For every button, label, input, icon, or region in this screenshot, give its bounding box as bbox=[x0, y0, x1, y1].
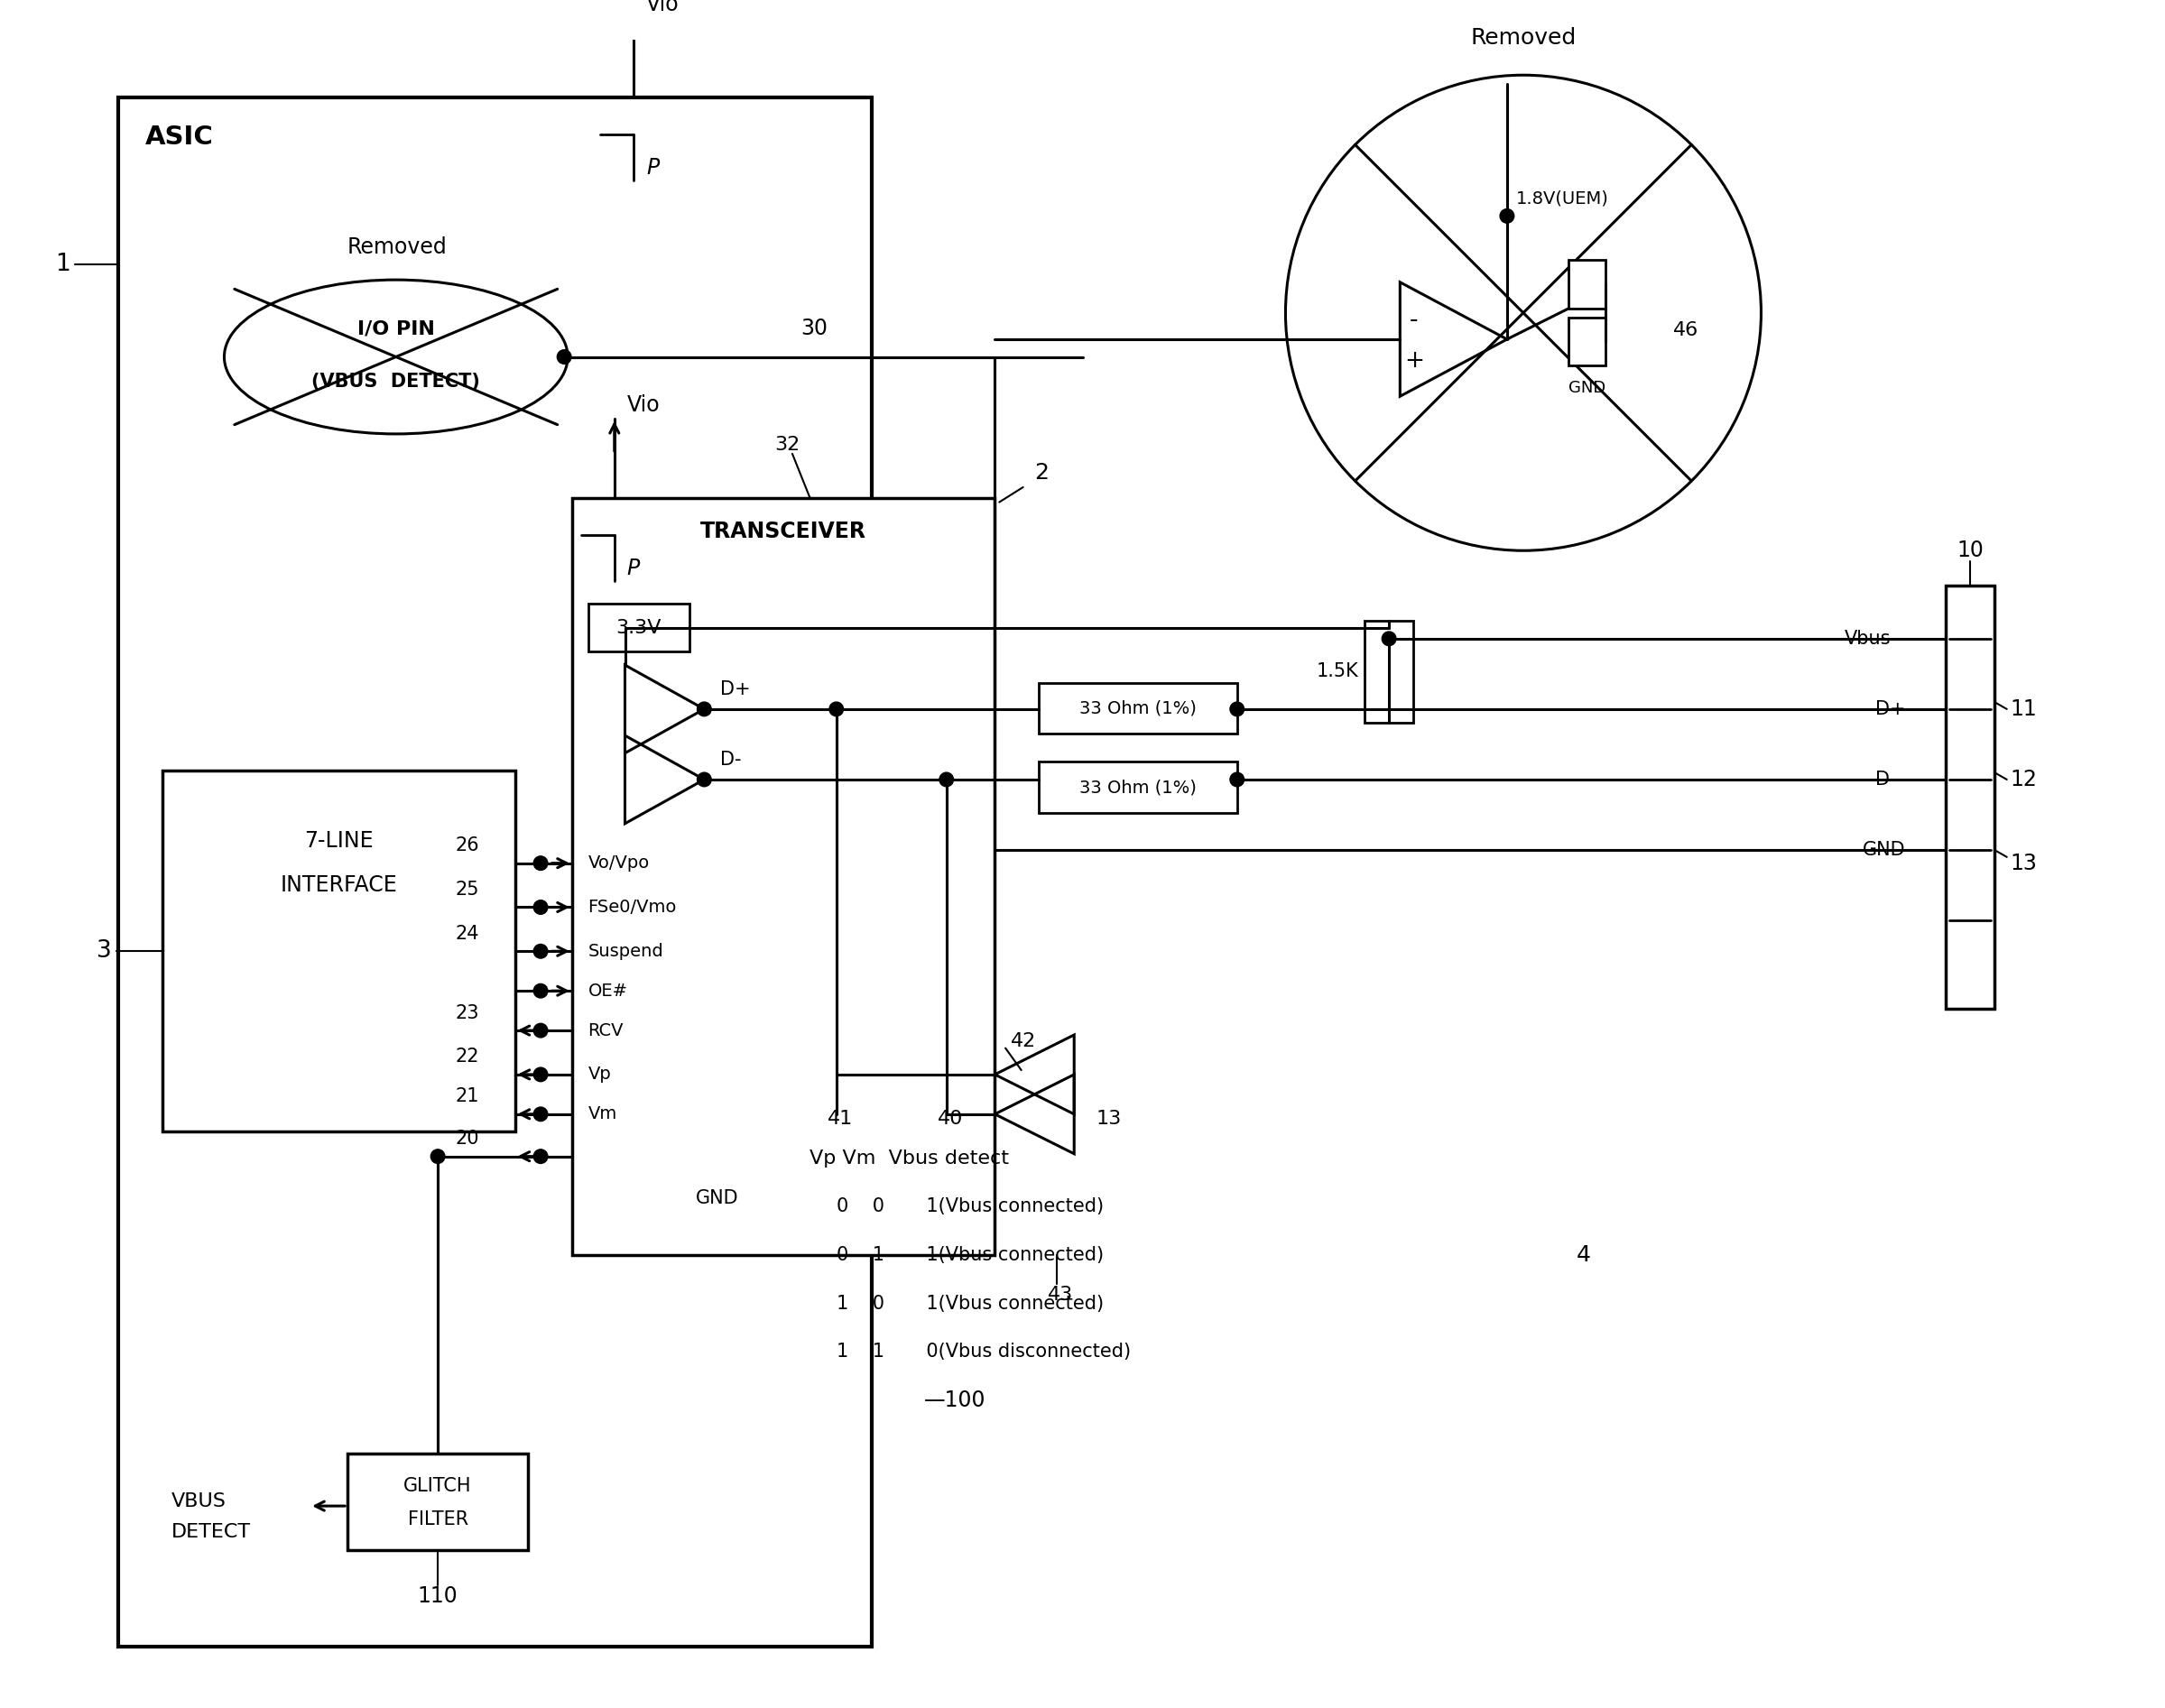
Text: 0    1       1(Vbus connected): 0 1 1(Vbus connected) bbox=[836, 1247, 1104, 1264]
Circle shape bbox=[533, 1149, 548, 1163]
Text: 41: 41 bbox=[827, 1110, 853, 1127]
Circle shape bbox=[556, 350, 572, 364]
Text: FILTER: FILTER bbox=[407, 1510, 468, 1529]
Text: 43: 43 bbox=[1048, 1286, 1074, 1303]
Circle shape bbox=[1381, 632, 1396, 646]
Text: 3.3V: 3.3V bbox=[615, 618, 660, 637]
Bar bbox=[1570, 318, 1606, 366]
Text: Vp Vm  Vbus detect: Vp Vm Vbus detect bbox=[810, 1149, 1009, 1167]
Text: GLITCH: GLITCH bbox=[403, 1477, 472, 1494]
Text: Vp: Vp bbox=[589, 1066, 611, 1083]
Text: D-: D- bbox=[1875, 770, 1897, 789]
Circle shape bbox=[940, 772, 953, 787]
Text: 24: 24 bbox=[455, 924, 478, 943]
Text: VBUS: VBUS bbox=[171, 1493, 227, 1510]
Text: 11: 11 bbox=[2011, 699, 2037, 719]
Text: GND: GND bbox=[695, 1189, 738, 1208]
Text: 46: 46 bbox=[1674, 321, 1700, 340]
Text: 7-LINE: 7-LINE bbox=[303, 830, 372, 852]
Circle shape bbox=[431, 1149, 444, 1163]
Circle shape bbox=[1500, 208, 1513, 224]
Text: P: P bbox=[645, 157, 658, 178]
Text: 33 Ohm (1%): 33 Ohm (1%) bbox=[1080, 779, 1197, 796]
Text: 22: 22 bbox=[455, 1049, 478, 1066]
Text: 1.5K: 1.5K bbox=[1316, 663, 1357, 681]
Text: 33 Ohm (1%): 33 Ohm (1%) bbox=[1080, 700, 1197, 717]
Text: FSe0/Vmo: FSe0/Vmo bbox=[589, 898, 678, 915]
Text: Vio: Vio bbox=[645, 0, 680, 15]
Bar bbox=[1570, 260, 1606, 309]
Text: P: P bbox=[626, 557, 639, 579]
Text: (VBUS  DETECT): (VBUS DETECT) bbox=[312, 372, 481, 391]
Text: DETECT: DETECT bbox=[171, 1524, 251, 1541]
Text: 20: 20 bbox=[455, 1129, 478, 1148]
Text: Removed: Removed bbox=[349, 236, 448, 258]
Text: -: - bbox=[1409, 307, 1418, 331]
Text: 110: 110 bbox=[418, 1585, 459, 1607]
Circle shape bbox=[533, 945, 548, 958]
Text: 4: 4 bbox=[1576, 1243, 1591, 1266]
Circle shape bbox=[533, 900, 548, 914]
Text: TRANSCEIVER: TRANSCEIVER bbox=[701, 521, 866, 541]
Bar bbox=[162, 770, 515, 1132]
Text: RCV: RCV bbox=[589, 1021, 624, 1038]
Text: 10: 10 bbox=[1957, 540, 1983, 562]
Text: 42: 42 bbox=[1011, 1032, 1037, 1050]
Text: 30: 30 bbox=[801, 318, 829, 340]
Text: D-: D- bbox=[721, 752, 740, 769]
Circle shape bbox=[533, 1023, 548, 1037]
Bar bbox=[1039, 683, 1236, 734]
Text: 21: 21 bbox=[455, 1088, 478, 1105]
Text: INTERFACE: INTERFACE bbox=[279, 874, 396, 897]
Text: Vio: Vio bbox=[626, 395, 660, 417]
Circle shape bbox=[533, 1068, 548, 1081]
Text: 1    0       1(Vbus connected): 1 0 1(Vbus connected) bbox=[836, 1295, 1104, 1312]
Bar bbox=[589, 603, 688, 652]
Text: Suspend: Suspend bbox=[589, 943, 662, 960]
Text: Removed: Removed bbox=[1470, 27, 1576, 50]
Text: OE#: OE# bbox=[589, 982, 628, 999]
Text: 1.8V(UEM): 1.8V(UEM) bbox=[1516, 190, 1609, 207]
Text: 0    0       1(Vbus connected): 0 0 1(Vbus connected) bbox=[836, 1197, 1104, 1216]
Bar bbox=[572, 497, 996, 1255]
Bar bbox=[1364, 622, 1414, 722]
Text: 3: 3 bbox=[97, 939, 113, 963]
Circle shape bbox=[533, 984, 548, 997]
Text: ASIC: ASIC bbox=[145, 125, 214, 149]
Text: 13: 13 bbox=[2011, 852, 2037, 874]
Text: 32: 32 bbox=[775, 436, 801, 454]
Bar bbox=[349, 1454, 528, 1549]
Circle shape bbox=[533, 856, 548, 871]
Circle shape bbox=[1230, 702, 1245, 716]
Text: —100: —100 bbox=[924, 1390, 987, 1411]
Text: GND: GND bbox=[1862, 840, 1905, 859]
Text: I/O PIN: I/O PIN bbox=[357, 319, 435, 338]
Text: +: + bbox=[1405, 350, 1425, 372]
Circle shape bbox=[697, 772, 712, 787]
Circle shape bbox=[533, 1107, 548, 1120]
Text: 2: 2 bbox=[1035, 463, 1048, 483]
Bar bbox=[1946, 586, 1994, 1008]
Text: 26: 26 bbox=[455, 837, 478, 854]
Text: 1: 1 bbox=[54, 253, 69, 277]
Text: 23: 23 bbox=[455, 1004, 478, 1021]
Text: 12: 12 bbox=[2011, 769, 2037, 791]
Text: Vo/Vpo: Vo/Vpo bbox=[589, 854, 649, 871]
Text: 40: 40 bbox=[937, 1110, 963, 1127]
Circle shape bbox=[1286, 75, 1760, 550]
Bar bbox=[119, 97, 872, 1647]
Ellipse shape bbox=[225, 280, 567, 434]
Text: D+: D+ bbox=[721, 681, 751, 699]
Text: 13: 13 bbox=[1095, 1110, 1121, 1127]
Bar bbox=[1039, 762, 1236, 813]
Text: Vbus: Vbus bbox=[1845, 630, 1892, 647]
Text: 25: 25 bbox=[455, 881, 478, 898]
Text: Vm: Vm bbox=[589, 1105, 617, 1122]
Text: GND: GND bbox=[1570, 379, 1606, 396]
Circle shape bbox=[697, 702, 712, 716]
Text: 1    1       0(Vbus disconnected): 1 1 0(Vbus disconnected) bbox=[836, 1342, 1130, 1361]
Circle shape bbox=[1230, 772, 1245, 787]
Text: D+: D+ bbox=[1875, 700, 1905, 717]
Circle shape bbox=[829, 702, 844, 716]
